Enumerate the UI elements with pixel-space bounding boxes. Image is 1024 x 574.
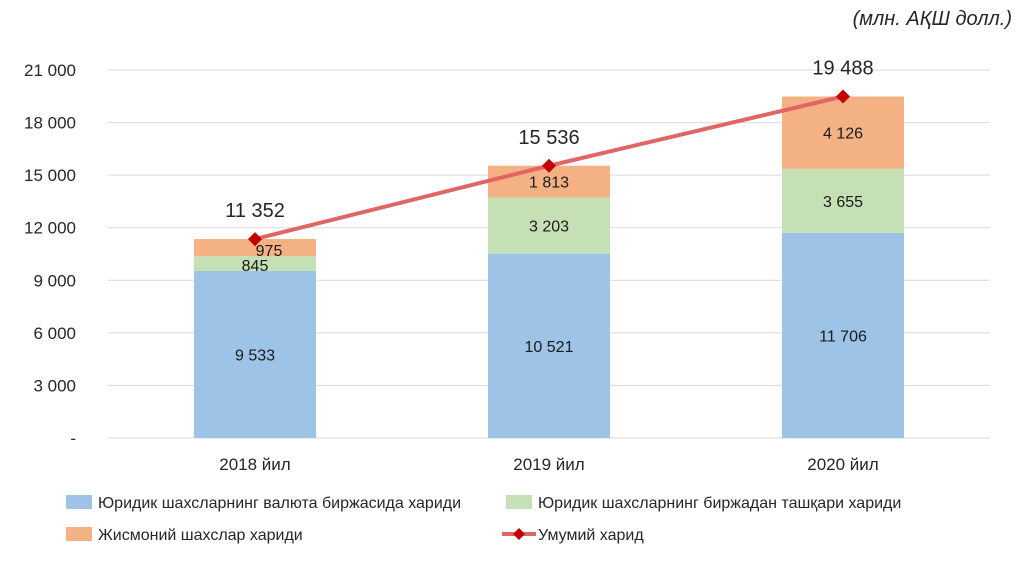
y-tick-label: 9 000 [33,271,76,290]
legend-swatch [66,527,92,541]
legend-label: Умумий харид [538,527,644,544]
bar-value-label: 9 533 [235,347,275,364]
y-tick-label: - [70,429,76,448]
total-line: 11 352 15 536 19 488 [225,57,874,247]
bar-segment [782,232,904,438]
bar-segment [488,197,610,254]
bar-value-label: 11 706 [819,328,867,345]
y-tick-label: 15 000 [24,166,76,185]
y-tick-label: 18 000 [24,114,76,133]
bar-segment [782,96,904,169]
y-tick-label: 12 000 [24,219,76,238]
bar-value-label: 1 813 [529,175,569,192]
total-value-label: 11 352 [225,200,285,222]
legend-label: Юридик шахсларнинг валюта биржасида хари… [98,495,461,512]
legend-label: Юридик шахсларнинг биржадан ташқари хари… [538,495,901,512]
y-tick-label: 21 000 [24,61,76,80]
bar-value-label: 845 [242,258,269,275]
total-value-label: 19 488 [812,57,873,79]
legend-swatch [506,495,532,509]
x-tick-label: 2019 йил [513,455,584,474]
bar-value-label: 3 655 [823,194,863,211]
bar-segment [782,168,904,233]
total-value-label: 15 536 [518,127,579,149]
bar-segment [194,270,316,438]
y-axis-ticks: - 3 000 6 000 9 000 12 000 15 000 18 000 21 000 [24,61,76,448]
x-tick-label: 2018 йил [219,455,290,474]
y-tick-label: 6 000 [33,324,76,343]
bar-segment [194,256,316,271]
total-marker [542,158,556,173]
bar-segment [194,239,316,257]
total-marker [836,89,850,104]
x-axis-ticks: 2018 йил 2019 йил 2020 йил [219,455,878,474]
bar-value-label: 4 126 [823,126,863,143]
bar-segment [488,253,610,438]
bar-value-label: 975 [256,243,283,260]
y-tick-label: 3 000 [33,376,76,395]
unit-note: (млн. АҚШ долл.) [852,8,1012,30]
x-tick-label: 2020 йил [807,455,878,474]
legend: Юридик шахсларнинг валюта биржасида хари… [66,495,901,544]
legend-label: Жисмоний шахслар хариди [98,527,303,544]
legend-swatch [66,495,92,509]
total-marker [248,232,262,247]
bar-value-label: 3 203 [529,219,569,236]
legend-marker-swatch [513,528,525,540]
bar-value-label: 10 521 [525,339,574,356]
